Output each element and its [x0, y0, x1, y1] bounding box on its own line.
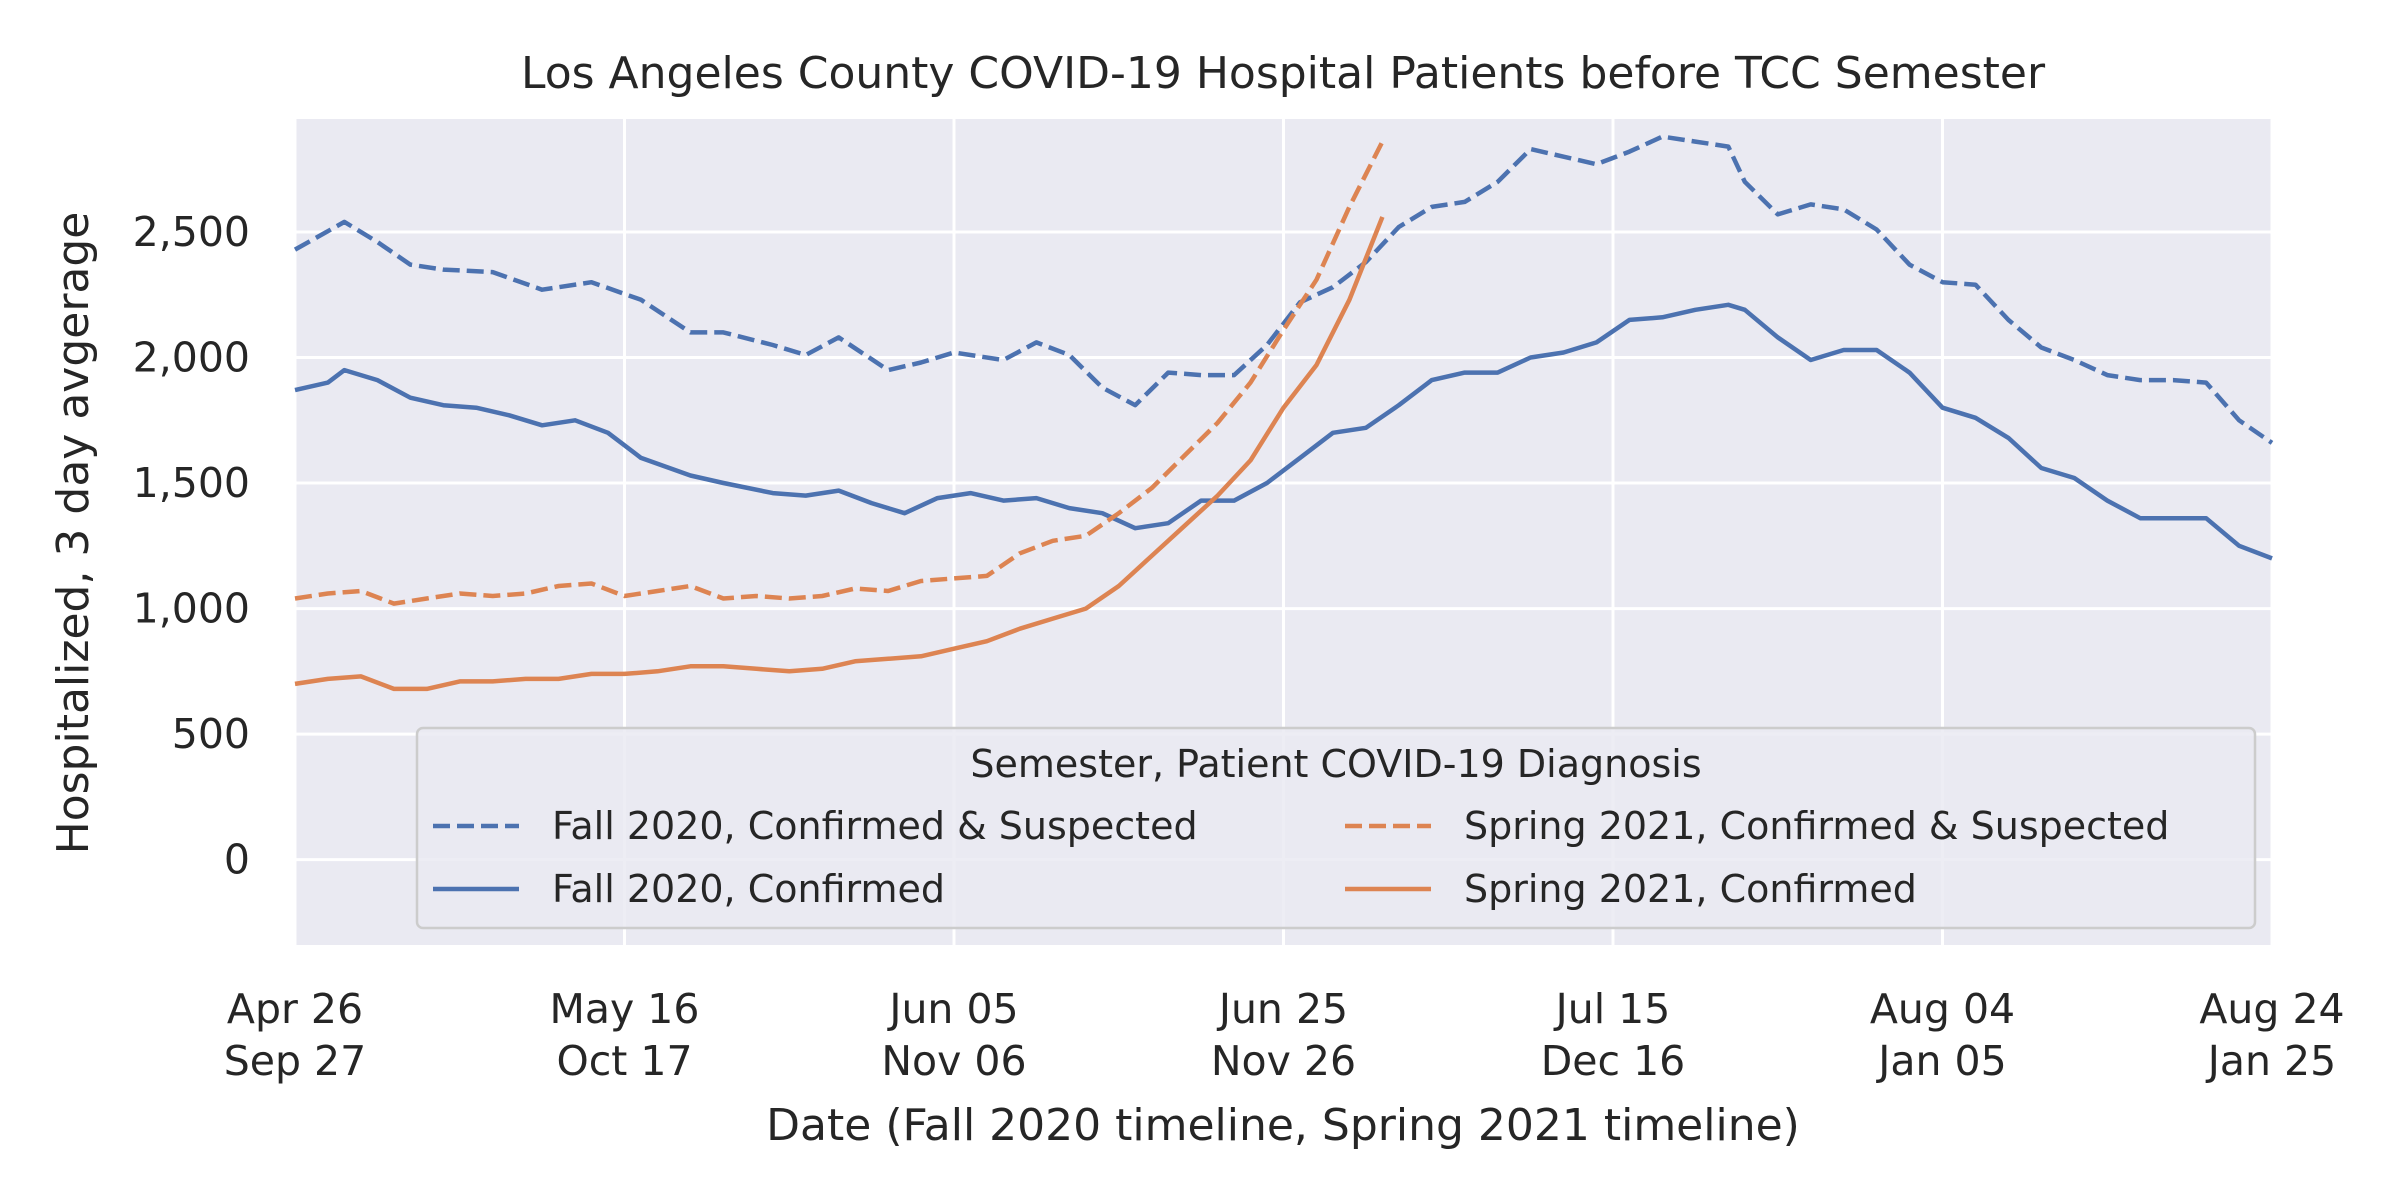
x-tick-label: Apr 26 [227, 985, 363, 1033]
series-line-3 [294, 140, 1385, 606]
x-tick-label: Jun 05 [886, 985, 1018, 1033]
legend-label-2: Fall 2020, Confirmed [552, 867, 945, 911]
x-axis-label: Date (Fall 2020 timeline, Spring 2021 ti… [766, 1100, 1800, 1151]
legend: Semester, Patient COVID-19 Diagnosis Fall… [415, 726, 2257, 930]
x-tick-label: Jan 25 [2205, 1037, 2336, 1085]
x-tick-label: Nov 26 [1211, 1037, 1356, 1085]
y-tick-label: 2,500 [133, 208, 250, 256]
y-tick-label: 2,000 [133, 334, 250, 382]
x-tick-label: Nov 06 [881, 1037, 1026, 1085]
series-line-2 [294, 302, 2273, 561]
y-tick-label: 1,000 [133, 585, 250, 633]
legend-label-3: Spring 2021, Confirmed & Suspected [1464, 804, 2169, 848]
x-tick-label: Jul 15 [1553, 985, 1671, 1033]
x-tick-label: Dec 16 [1541, 1037, 1686, 1085]
x-tick-label: Aug 04 [1870, 985, 2015, 1033]
x-tick-label: May 16 [550, 985, 700, 1033]
x-tick-label: Sep 27 [224, 1037, 366, 1085]
chart-title: Los Angeles County COVID-19 Hospital Pat… [521, 48, 2046, 99]
x-tick-label: Jan 05 [1875, 1037, 2006, 1085]
x-tick-label: Jun 25 [1216, 985, 1348, 1033]
y-tick-label: 500 [172, 710, 250, 758]
y-tick-label: 1,500 [133, 459, 250, 507]
legend-frame [415, 726, 2257, 930]
legend-label-1: Fall 2020, Confirmed & Suspected [552, 804, 1198, 848]
x-tick-label: Aug 24 [2199, 985, 2344, 1033]
legend-label-4: Spring 2021, Confirmed [1464, 867, 1917, 911]
x-tick-label: Oct 17 [556, 1037, 692, 1085]
legend-title: Semester, Patient COVID-19 Diagnosis [970, 742, 1701, 786]
y-tick-label: 0 [224, 836, 250, 884]
y-axis-label: Hospitalized, 3 day avgerage [48, 212, 99, 855]
y-tick-labels: 0 500 1,000 1,500 2,000 2,500 [133, 208, 250, 884]
series-line-4 [294, 216, 1385, 692]
